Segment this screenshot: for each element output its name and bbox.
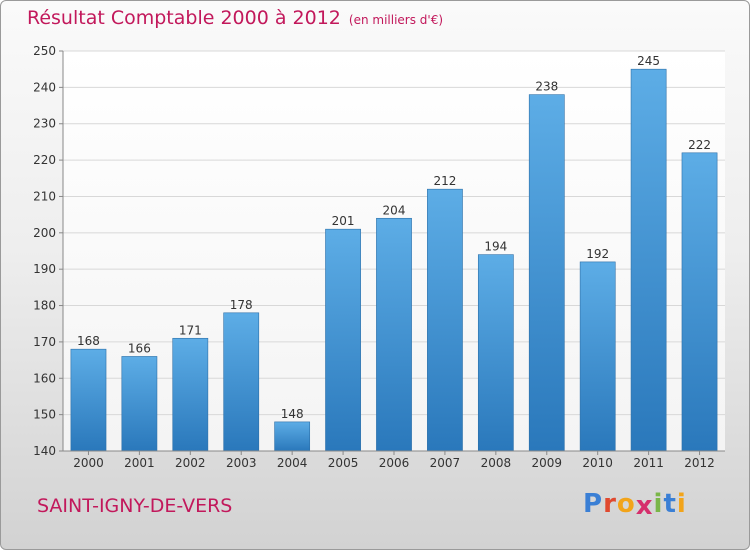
logo-letter: t <box>663 489 677 519</box>
y-tick-label: 200 <box>33 226 56 240</box>
logo-letter: i <box>653 489 664 519</box>
x-tick-label: 2004 <box>277 456 308 470</box>
logo-letter: P <box>583 489 604 519</box>
bar-2011 <box>630 68 667 452</box>
bar-2005 <box>325 228 361 452</box>
y-tick-label: 230 <box>33 117 56 131</box>
x-tick-label: 2001 <box>124 456 155 470</box>
y-tick-label: 180 <box>33 299 56 313</box>
chart-title-text: Résultat Comptable 2000 à 2012 <box>27 7 341 29</box>
bar-2001 <box>121 356 158 452</box>
bar-2000 <box>70 348 107 452</box>
data-label-2007: 212 <box>433 174 456 188</box>
y-tick-label: 170 <box>33 335 56 349</box>
data-label-2009: 238 <box>535 80 558 94</box>
y-tick-label: 150 <box>33 408 56 422</box>
x-tick-label: 2011 <box>633 456 664 470</box>
chart-subtitle: (en milliers d'€) <box>348 13 444 27</box>
x-tick-label: 2012 <box>684 456 715 470</box>
x-tick-label: 2002 <box>175 456 206 470</box>
logo-letter: o <box>616 489 636 519</box>
bar-2003 <box>223 312 260 452</box>
data-label-2004: 148 <box>281 407 304 421</box>
y-tick-label: 160 <box>33 371 56 385</box>
y-tick-label: 190 <box>33 262 56 276</box>
bars: 168 166 171 178 148 201 204 212 194 238 192 245 222 <box>70 54 718 452</box>
x-tick-label: 2009 <box>531 456 562 470</box>
bar-2007 <box>427 188 463 452</box>
bar-2008 <box>477 254 514 452</box>
x-tick-label: 2010 <box>582 456 613 470</box>
x-tick-label: 2003 <box>226 456 257 470</box>
commune-name: SAINT-IGNY-DE-VERS <box>37 495 233 517</box>
data-label-2001: 166 <box>128 341 151 355</box>
data-label-2002: 171 <box>179 323 202 337</box>
data-label-2000: 168 <box>77 334 100 348</box>
logo-letter: r <box>603 489 617 519</box>
bar-2006 <box>376 217 412 452</box>
data-label-2003: 178 <box>230 298 253 312</box>
logo-letter: i <box>676 489 687 519</box>
proxiti-logo: Proxiti <box>583 489 687 521</box>
data-label-2010: 192 <box>586 247 609 261</box>
bar-2002 <box>172 337 209 452</box>
x-tick-label: 2000 <box>73 456 104 470</box>
y-tick-label: 250 <box>33 44 56 58</box>
logo-letter: x <box>635 491 654 521</box>
data-label-2005: 201 <box>332 214 355 228</box>
bar-2009 <box>528 94 565 452</box>
bar-2004 <box>274 421 311 452</box>
y-tick-label: 210 <box>33 189 56 203</box>
y-tick-label: 140 <box>33 444 56 458</box>
x-tick-label: 2005 <box>328 456 359 470</box>
y-tick-label: 240 <box>33 80 56 94</box>
y-axis-ticks: 140 150 160 170 180 190 200 210 220 230 240 250 <box>33 44 63 458</box>
data-label-2012: 222 <box>688 138 711 152</box>
data-label-2011: 245 <box>637 54 660 68</box>
x-tick-label: 2007 <box>430 456 461 470</box>
data-label-2008: 194 <box>484 240 507 254</box>
chart-title: Résultat Comptable 2000 à 2012 (en millie… <box>27 7 443 29</box>
bar-2012 <box>681 152 718 452</box>
y-tick-label: 220 <box>33 153 56 167</box>
bar-2010 <box>579 261 616 452</box>
data-label-2006: 204 <box>383 203 406 217</box>
x-axis-ticks: 2000 2001 2002 2003 2004 2005 2006 2007 2008 2009… <box>73 451 715 470</box>
x-tick-label: 2008 <box>481 456 512 470</box>
x-tick-label: 2006 <box>379 456 410 470</box>
